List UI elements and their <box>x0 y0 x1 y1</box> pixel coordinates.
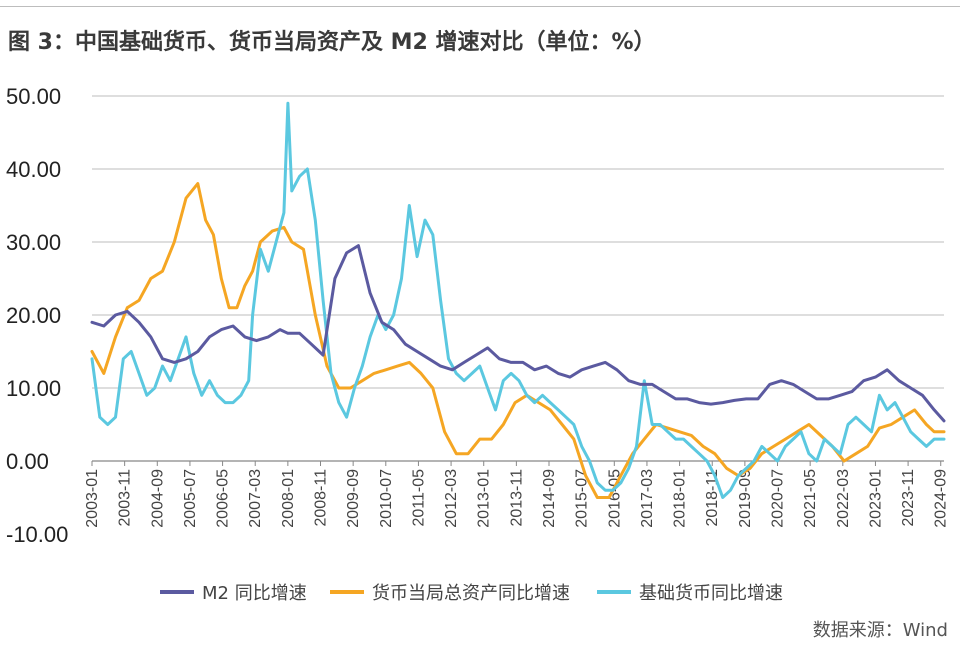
series-line-3 <box>90 101 946 499</box>
x-tick-label: 2008-01 <box>280 469 297 528</box>
x-tick-label: 2020-07 <box>770 469 787 528</box>
y-tick-label: 30.00 <box>6 230 61 255</box>
x-axis-ticks: 2003-01 2003-11 2004-09 2005-07 2006-05 2007-… <box>84 461 950 528</box>
y-tick-label: 50.00 <box>6 84 61 109</box>
x-tick-label: 2022-03 <box>835 469 852 528</box>
x-tick-label: 2003-11 <box>117 469 134 527</box>
series-line-2 <box>90 182 946 499</box>
chart-title: 图 3：中国基础货币、货币当局资产及 M2 增速对比（单位：%） <box>8 30 656 55</box>
x-tick-label: 2003-01 <box>84 469 101 528</box>
legend: M2 同比增速 货币当局总资产同比增速 基础货币同比增速 <box>160 583 783 604</box>
top-rule <box>0 6 960 7</box>
series-line-1 <box>90 244 946 423</box>
legend-label: 基础货币同比增速 <box>639 583 783 604</box>
x-tick-label: 2018-11 <box>704 469 721 527</box>
legend-label: 货币当局总资产同比增速 <box>372 583 570 604</box>
x-tick-label: 2006-05 <box>215 469 232 528</box>
source-note: 数据来源：Wind <box>812 620 948 641</box>
x-tick-label: 2010-07 <box>378 469 395 528</box>
y-tick-label: -10.00 <box>6 522 68 547</box>
x-tick-label: 2012-03 <box>443 469 460 528</box>
grid-lines <box>92 95 944 462</box>
x-tick-label: 2021-05 <box>802 469 819 528</box>
series-lines <box>90 101 946 499</box>
y-tick-label: 20.00 <box>6 303 61 328</box>
y-tick-label: 0.00 <box>6 449 49 474</box>
x-tick-label: 2017-03 <box>639 469 656 528</box>
x-tick-label: 2008-11 <box>313 469 330 527</box>
x-tick-label: 2014-09 <box>541 469 558 528</box>
x-tick-label: 2023-01 <box>867 469 884 528</box>
x-tick-label: 2013-01 <box>476 469 493 528</box>
x-tick-label: 2007-03 <box>247 469 264 528</box>
x-tick-label: 2024-09 <box>933 469 950 528</box>
x-tick-label: 2023-11 <box>900 469 917 527</box>
x-tick-label: 2015-07 <box>574 469 591 528</box>
y-axis-ticks: 50.00 40.00 30.00 20.00 10.00 0.00 -10.00 <box>6 84 68 547</box>
x-tick-label: 2009-09 <box>345 469 362 528</box>
y-tick-label: 40.00 <box>6 157 61 182</box>
x-tick-label: 2019-09 <box>737 469 754 528</box>
x-tick-label: 2004-09 <box>149 469 166 528</box>
x-tick-label: 2011-05 <box>410 469 427 527</box>
y-tick-label: 10.00 <box>6 376 61 401</box>
x-tick-label: 2013-11 <box>508 469 525 527</box>
x-tick-label: 2005-07 <box>182 469 199 528</box>
legend-label: M2 同比增速 <box>202 583 307 604</box>
x-tick-label: 2018-01 <box>672 469 689 528</box>
